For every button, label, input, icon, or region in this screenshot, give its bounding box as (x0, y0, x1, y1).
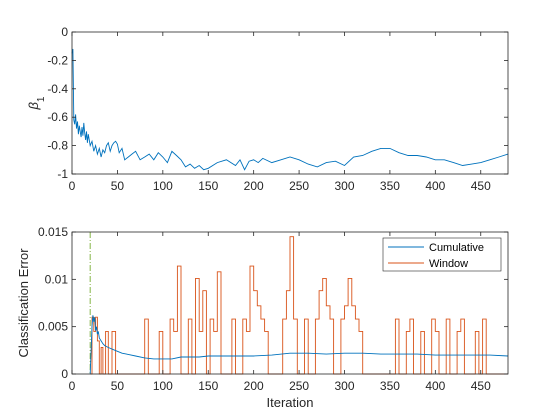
error-xtick-label: 0 (69, 379, 76, 393)
cumulative-series-line (89, 315, 509, 375)
beta1-xtick-label: 100 (153, 179, 173, 193)
error-axes-box (71, 231, 509, 375)
beta1-xtick-label: 400 (425, 179, 445, 193)
beta1-ylabel: β1 (26, 96, 47, 110)
beta1-xtick-label: 250 (289, 179, 309, 193)
beta1-ticks-group: 0 50 100 150 200 250 300 350 400 450 -1 -0.8 -0.6 -0.… (47, 25, 508, 193)
beta1-series-line (71, 48, 509, 171)
beta1-xtick-label: 150 (198, 179, 218, 193)
beta1-xtick-label: 450 (471, 179, 491, 193)
legend-box (382, 237, 502, 272)
beta1-plot-area (72, 32, 508, 174)
error-ytick-label: 0.015 (38, 225, 68, 239)
beta1-xtick-label: 200 (244, 179, 264, 193)
error-xtick-label: 200 (244, 379, 264, 393)
beta1-xtick-label: 50 (111, 179, 125, 193)
error-xtick-label: 450 (471, 379, 491, 393)
error-ylabel: Classification Error (16, 248, 31, 358)
legend-window-label: Window (429, 258, 468, 270)
error-xtick-label: 300 (334, 379, 354, 393)
error-xlabel: Iteration (267, 395, 314, 410)
error-ytick-label: 0.01 (45, 272, 69, 286)
error-ytick-label: 0.005 (38, 320, 68, 334)
error-xtick-label: 400 (425, 379, 445, 393)
beta1-axes-box (71, 31, 509, 175)
beta1-ytick-label: -1 (57, 167, 68, 181)
beta1-ytick-label: -0.4 (47, 82, 68, 96)
error-xtick-label: 150 (198, 379, 218, 393)
error-xtick-label: 250 (289, 379, 309, 393)
beta1-ytick-label: 0 (61, 25, 68, 39)
error-xtick-label: 50 (111, 379, 125, 393)
beta1-xtick-label: 0 (69, 179, 76, 193)
beta1-series-group (71, 48, 509, 171)
error-xtick-label: 100 (153, 379, 173, 393)
beta1-ytick-label: -0.2 (47, 53, 68, 67)
legend: Cumulative Window (382, 237, 502, 272)
beta1-xtick-label: 350 (380, 179, 400, 193)
error-ticks-group: 0 50 100 150 200 250 300 350 400 450 0 0.005 0.01 0.0… (38, 225, 508, 393)
error-axes: 0 50 100 150 200 250 300 350 400 450 0 0.005 0.01 0.0… (16, 225, 509, 410)
error-xtick-label: 350 (380, 379, 400, 393)
beta1-axes: 0 50 100 150 200 250 300 350 400 450 -1 -0.8 -0.6 -0.… (26, 25, 509, 193)
beta1-ytick-label: -0.8 (47, 139, 68, 153)
beta1-ytick-label: -0.6 (47, 110, 68, 124)
error-ytick-label: 0 (61, 367, 68, 381)
beta1-xtick-label: 300 (334, 179, 354, 193)
legend-cumulative-label: Cumulative (429, 242, 484, 254)
